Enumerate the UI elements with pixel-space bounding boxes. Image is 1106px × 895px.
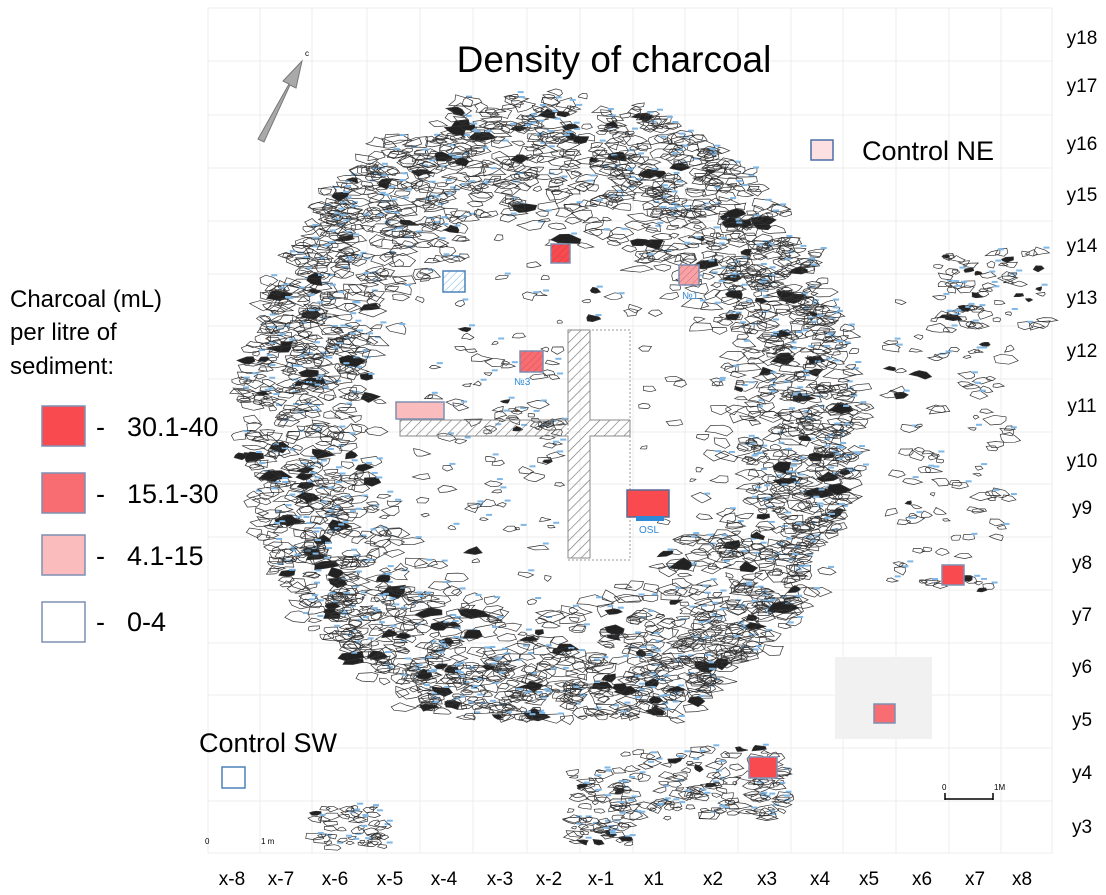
y-axis-tick-label: y8 [1072, 553, 1092, 574]
control-sw-label: Control SW [199, 728, 338, 758]
y-axis-tick-label: y6 [1072, 657, 1092, 678]
x-axis-tick-label: x-6 [322, 869, 348, 890]
scale-end: 1 m [261, 837, 275, 846]
legend-swatch-15-30 [41, 472, 86, 514]
x-axis-tick-label: x-5 [377, 869, 403, 890]
y-axis-tick-label: y13 [1067, 288, 1098, 309]
sample-hatching [443, 271, 465, 292]
y-axis-tick-label: y14 [1067, 236, 1098, 257]
x-axis-tick-label: x-3 [487, 869, 513, 890]
legend-dash: - [96, 412, 105, 442]
control-sw-swatch[interactable] [221, 766, 246, 789]
central-trench [399, 329, 631, 561]
sample-square[interactable] [395, 401, 445, 420]
y-axis-tick-label: y15 [1067, 185, 1098, 206]
x-axis-tick-label: x5 [859, 869, 879, 890]
x-axis-tick-label: x-1 [588, 869, 614, 890]
legend-dash: - [96, 479, 105, 509]
sample-label: №3 [514, 377, 531, 388]
map-title: Density of charcoal [457, 39, 772, 80]
north-arrow-icon: c [257, 49, 309, 143]
legend-range: 30.1-40 [127, 412, 219, 442]
sample-markers: №1 №3 OSL [395, 243, 965, 779]
x-axis-tick-label: x4 [810, 869, 831, 890]
scale-end: 1M [994, 783, 1005, 792]
sample-square[interactable] [748, 756, 778, 779]
sample-hatching [679, 265, 699, 285]
y-axis-tick-label: y5 [1072, 710, 1092, 731]
legend: Charcoal (mL) per litre of sediment: - 3… [10, 286, 219, 643]
y-axis-tick-label: y4 [1072, 763, 1093, 784]
scale-bar-small: 0 1 m [205, 837, 275, 846]
sample-hatching [551, 244, 570, 263]
legend-swatch-4-15 [41, 534, 86, 576]
y-axis-tick-label: y12 [1067, 341, 1098, 362]
x-axis-tick-label: x8 [1012, 869, 1032, 890]
x-axis-tick-label: x1 [644, 869, 664, 890]
sample-label: OSL [639, 525, 659, 536]
legend-range: 0-4 [127, 607, 166, 637]
x-axis-tick-label: x-2 [536, 869, 562, 890]
x-axis-tick-label: x-8 [219, 869, 245, 890]
sample-hatching [520, 351, 543, 372]
x-axis-tick-label: x-4 [431, 869, 458, 890]
y-axis: y18 y17 y16 y15 y14 y13 y12 y11 y10 y9 y8 y7 y6 y5 y4 y… [1067, 28, 1098, 838]
legend-swatch-0-4 [41, 601, 86, 643]
sample-square[interactable] [626, 489, 670, 518]
legend-range: 4.1-15 [127, 541, 204, 571]
compass-label: c [305, 49, 309, 58]
y-axis-tick-label: y7 [1072, 605, 1092, 626]
y-axis-tick-label: y11 [1067, 396, 1096, 417]
x-axis-tick-label: x7 [965, 869, 985, 890]
legend-heading-line-3: sediment: [10, 353, 114, 380]
sample-square[interactable] [873, 703, 896, 724]
scale-bar-main: 0 1M [942, 783, 1005, 800]
y-axis-tick-label: y16 [1067, 134, 1098, 155]
scale-start: 0 [205, 837, 210, 846]
x-axis-tick-label: x3 [757, 869, 777, 890]
y-axis-tick-label: y18 [1067, 28, 1098, 49]
legend-swatch-30-40 [41, 405, 86, 447]
control-sw: Control SW [199, 728, 338, 789]
excavation-feature-drawing [229, 88, 1059, 851]
legend-heading-line-2: per litre of [10, 319, 117, 346]
y-axis-tick-label: y17 [1067, 76, 1098, 97]
control-ne-label: Control NE [862, 136, 994, 166]
y-axis-tick-label: y3 [1072, 817, 1092, 838]
y-axis-tick-label: y9 [1072, 498, 1092, 519]
sample-label: №1 [682, 291, 699, 302]
legend-heading-line-1: Charcoal (mL) [10, 286, 162, 313]
control-ne-swatch[interactable] [810, 139, 834, 161]
x-axis-tick-label: x-7 [268, 869, 294, 890]
legend-dash: - [96, 607, 105, 637]
control-ne: Control NE [810, 136, 994, 166]
x-axis: x-8 x-7 x-6 x-5 x-4 x-3 x-2 x-1 x1 x2 x3 x4 x5 x6 x7 x8 [219, 869, 1032, 890]
legend-dash: - [96, 541, 105, 571]
sample-square[interactable] [941, 564, 965, 586]
x-axis-tick-label: x6 [912, 869, 932, 890]
inset-panel [835, 657, 932, 739]
scale-start: 0 [942, 783, 947, 792]
legend-range: 15.1-30 [127, 479, 219, 509]
y-axis-tick-label: y10 [1067, 451, 1098, 472]
x-axis-tick-label: x2 [703, 869, 723, 890]
osl-base [636, 516, 664, 521]
